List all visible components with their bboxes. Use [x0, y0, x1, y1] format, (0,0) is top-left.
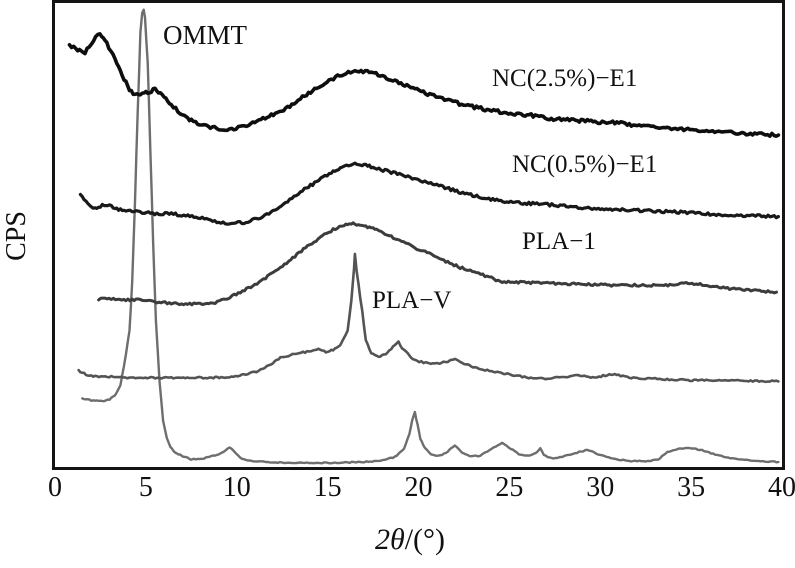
series-label-PLA−V: PLA−V [372, 287, 452, 314]
x-axis-label-theta: 2θ [374, 523, 405, 556]
curve-PLA−1 [97, 221, 778, 307]
series-label-NC(0.5%)−E1: NC(0.5%)−E1 [512, 151, 658, 178]
curve-PLA−V [77, 252, 780, 384]
x-tick-5: 5 [138, 472, 153, 503]
plot-frame [52, 0, 785, 470]
series-label-PLA−1: PLA−1 [522, 228, 596, 255]
curves-canvas [67, 8, 781, 465]
curve-OMMT [81, 8, 780, 465]
series-label-OMMT: OMMT [163, 20, 248, 50]
x-tick-25: 25 [495, 472, 524, 503]
x-tick-15: 15 [313, 472, 342, 503]
y-axis-label: CPS [1, 211, 32, 261]
x-tick-20: 20 [404, 472, 433, 503]
x-axis-label: 2θ/(°) [375, 522, 445, 558]
x-tick-10: 10 [222, 472, 251, 503]
curve-NC(0.5%)−E1 [78, 161, 781, 226]
series-label-NC(2.5%)−E1: NC(2.5%)−E1 [492, 65, 638, 92]
x-tick-0: 0 [48, 472, 62, 503]
x-axis-label-units: /(°) [404, 523, 446, 556]
x-tick-30: 30 [586, 472, 615, 503]
x-tick-35: 35 [677, 472, 706, 503]
x-tick-40: 40 [768, 472, 795, 503]
curve-NC(2.5%)−E1 [67, 31, 781, 138]
